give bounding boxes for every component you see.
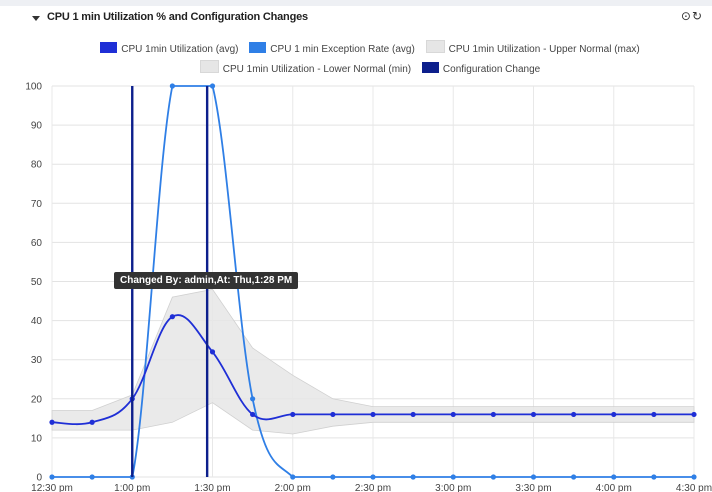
- data-point: [450, 411, 456, 418]
- collapse-toggle-icon[interactable]: [32, 16, 40, 21]
- data-point: [89, 419, 95, 425]
- legend-swatch: [199, 60, 219, 73]
- legend-swatch: [249, 42, 267, 53]
- panel-header: CPU 1 min Utilization % and Configuratio…: [0, 0, 712, 30]
- panel-title: CPU 1 min Utilization % and Configuratio…: [47, 11, 308, 23]
- x-tick-label: 2:30 pm: [355, 483, 391, 492]
- data-point: [410, 474, 416, 480]
- y-tick-label: 0: [36, 473, 42, 484]
- data-point: [530, 474, 537, 480]
- data-point: [209, 83, 216, 89]
- data-point: [169, 314, 175, 320]
- data-point: [691, 474, 697, 480]
- data-point: [611, 411, 617, 418]
- series-line-0: [51, 314, 694, 426]
- data-point: [490, 411, 496, 418]
- legend-label: CPU 1min Utilization (avg): [121, 44, 239, 55]
- data-point: [290, 474, 296, 480]
- y-tick-label: 30: [31, 355, 43, 366]
- data-point: [530, 411, 537, 418]
- data-point: [651, 474, 657, 480]
- data-point: [290, 411, 296, 418]
- data-point: [49, 419, 55, 425]
- x-tick-label: 3:30 pm: [515, 483, 551, 492]
- data-point: [49, 474, 55, 480]
- clock-icon[interactable]: ⊙: [680, 9, 691, 23]
- data-point: [209, 349, 216, 355]
- data-point: [250, 396, 256, 402]
- config-change-tooltip: Changed By: admin,At: Thu,1:28 PM: [114, 272, 299, 289]
- data-point: [370, 474, 376, 480]
- legend-label: CPU 1min Utilization - Lower Normal (min…: [222, 64, 412, 75]
- legend-row-2: CPU 1min Utilization - Lower Normal (min…: [40, 60, 700, 80]
- y-tick-label: 90: [31, 121, 43, 132]
- y-tick-label: 40: [31, 316, 43, 327]
- data-point: [651, 411, 657, 418]
- data-point: [410, 411, 416, 418]
- legend-item-upper-normal[interactable]: CPU 1min Utilization - Upper Normal (max…: [425, 40, 640, 60]
- data-point: [611, 474, 617, 480]
- y-tick-label: 10: [31, 433, 43, 444]
- x-tick-label: 2:00 pm: [275, 483, 311, 492]
- x-tick-label: 4:00 pm: [596, 483, 632, 492]
- legend-item-exception-rate[interactable]: CPU 1 min Exception Rate (avg): [249, 40, 415, 60]
- data-point: [330, 411, 336, 418]
- x-tick-label: 12:30 pm: [31, 483, 73, 492]
- data-point: [450, 474, 456, 480]
- y-tick-label: 50: [31, 277, 43, 288]
- data-point: [571, 474, 577, 480]
- data-point: [691, 411, 697, 418]
- data-point: [89, 474, 95, 480]
- legend-label: CPU 1min Utilization - Upper Normal (max…: [448, 44, 640, 55]
- legend-row-1: CPU 1min Utilization (avg) CPU 1 min Exc…: [40, 40, 700, 60]
- x-tick-label: 1:30 pm: [194, 483, 230, 492]
- data-point: [169, 83, 175, 89]
- legend-swatch: [425, 40, 445, 53]
- y-tick-label: 70: [31, 199, 43, 210]
- x-tick-label: 1:00 pm: [114, 483, 150, 492]
- legend-label: CPU 1 min Exception Rate (avg): [270, 44, 415, 55]
- refresh-icon[interactable]: ↻: [691, 9, 702, 23]
- data-point: [330, 474, 336, 480]
- y-tick-label: 60: [31, 238, 43, 249]
- legend-label: Configuration Change: [442, 64, 541, 75]
- legend-item-cpu-util-avg[interactable]: CPU 1min Utilization (avg): [100, 40, 239, 60]
- x-tick-label: 3:00 pm: [435, 483, 471, 492]
- x-tick-label: 4:30 pm: [676, 483, 712, 492]
- chart-legend: CPU 1min Utilization (avg) CPU 1 min Exc…: [40, 40, 700, 80]
- header-icons: ⊙↻: [680, 9, 702, 23]
- y-tick-label: 100: [25, 82, 42, 93]
- normal-range-band: [51, 288, 695, 435]
- data-point: [370, 411, 376, 418]
- legend-item-lower-normal[interactable]: CPU 1min Utilization - Lower Normal (min…: [199, 60, 412, 80]
- data-point: [250, 411, 256, 418]
- data-point: [490, 474, 496, 480]
- y-tick-label: 20: [31, 394, 43, 405]
- legend-swatch: [421, 62, 439, 73]
- legend-swatch: [100, 42, 118, 53]
- y-tick-label: 80: [31, 160, 43, 171]
- data-point: [571, 411, 577, 418]
- legend-item-config-change[interactable]: Configuration Change: [421, 60, 541, 80]
